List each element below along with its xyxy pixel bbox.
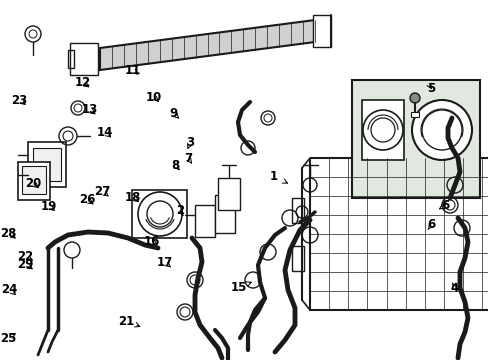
Text: 6: 6 [439, 199, 448, 212]
Bar [215, 195, 235, 233]
Text: 26: 26 [79, 193, 95, 206]
Circle shape [362, 110, 402, 150]
Bar [218, 178, 240, 210]
Text: 11: 11 [124, 64, 141, 77]
Text: 22: 22 [17, 250, 34, 263]
Text: 4: 4 [450, 282, 458, 294]
Text: 12: 12 [75, 76, 91, 89]
Text: 20: 20 [25, 177, 41, 190]
Text: 29: 29 [17, 258, 34, 271]
Bar [70, 43, 98, 75]
Text: 5: 5 [426, 82, 434, 95]
Text: 15: 15 [230, 281, 251, 294]
Bar [132, 190, 186, 238]
Bar [195, 205, 215, 237]
Bar [22, 166, 46, 194]
Text: 16: 16 [143, 235, 160, 248]
Text: 25: 25 [0, 332, 17, 345]
Bar [312, 15, 330, 47]
Bar [309, 158, 488, 310]
Bar [351, 80, 479, 198]
Text: 13: 13 [81, 103, 98, 116]
Circle shape [147, 201, 173, 227]
Text: 23: 23 [11, 94, 28, 107]
Text: 21: 21 [118, 315, 140, 328]
Bar [291, 198, 304, 223]
Bar [18, 162, 50, 200]
Bar [28, 142, 66, 187]
Circle shape [411, 100, 471, 160]
Text: 10: 10 [145, 91, 162, 104]
Text: 7: 7 [184, 152, 192, 165]
Bar [33, 148, 61, 181]
Bar [68, 50, 74, 68]
Text: 8: 8 [171, 159, 179, 172]
Text: 18: 18 [124, 191, 141, 204]
Text: 9: 9 [169, 107, 178, 120]
Bar [291, 246, 304, 271]
Text: 28: 28 [0, 227, 17, 240]
Circle shape [421, 110, 461, 150]
Polygon shape [100, 20, 314, 70]
Text: 1: 1 [269, 170, 287, 183]
Bar [410, 112, 418, 117]
Text: 24: 24 [1, 283, 18, 296]
Text: 2: 2 [176, 204, 183, 217]
Text: 6: 6 [427, 219, 434, 231]
Text: 19: 19 [41, 200, 57, 213]
Circle shape [409, 93, 419, 103]
Text: 3: 3 [186, 136, 194, 149]
Text: 27: 27 [94, 185, 111, 198]
Circle shape [138, 192, 182, 236]
Bar [361, 100, 403, 160]
Text: 17: 17 [157, 256, 173, 269]
Circle shape [370, 118, 394, 142]
Text: 14: 14 [97, 126, 113, 139]
